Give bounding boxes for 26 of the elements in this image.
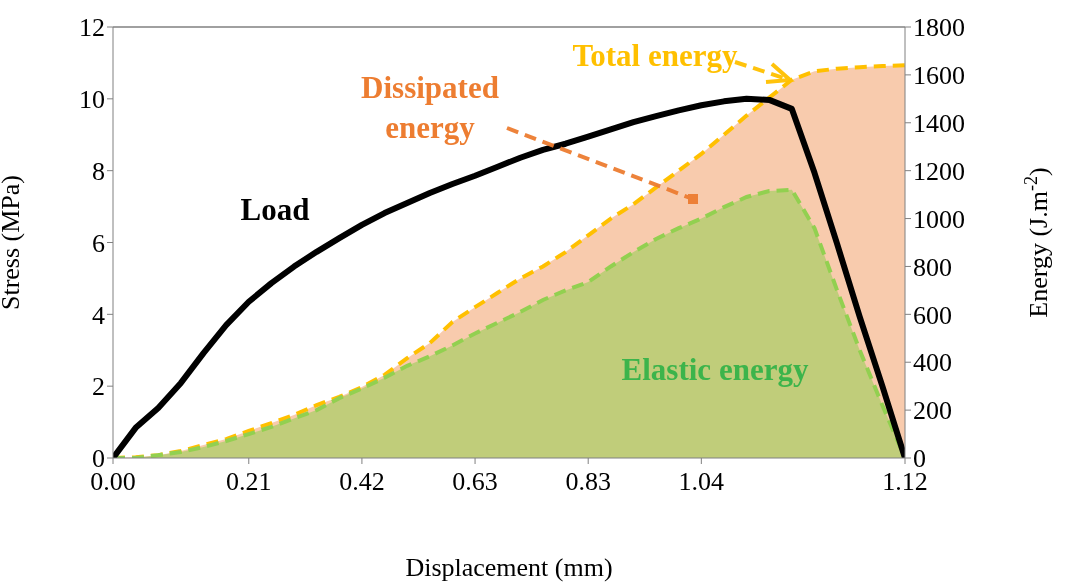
- series-label: Load: [240, 192, 310, 227]
- y2-tick-label: 1600: [913, 61, 965, 91]
- y2-tick-label: 800: [913, 252, 952, 282]
- y-tick-label: 8: [92, 156, 105, 186]
- y2-tick-label: 1800: [913, 13, 965, 43]
- y-axis-title: Stress (MPa): [0, 174, 26, 311]
- y2-tick-label: 1400: [913, 109, 965, 139]
- series-label: Elastic energy: [621, 352, 809, 387]
- y-tick-label: 6: [92, 228, 105, 258]
- x-tick-label: 0.21: [226, 467, 272, 497]
- x-tick-label: 0.83: [565, 467, 611, 497]
- y-tick-label: 10: [79, 85, 105, 115]
- y2-tick-label: 200: [913, 396, 952, 426]
- x-tick-label: 0.42: [339, 467, 385, 497]
- annotation: Dissipated energy: [361, 70, 499, 145]
- y2-tick-label: 400: [913, 348, 952, 378]
- x-tick-label: 0.63: [452, 467, 498, 497]
- x-tick-label: 1.04: [678, 467, 725, 497]
- y-tick-label: 12: [79, 13, 105, 43]
- y-tick-label: 2: [92, 372, 105, 402]
- y2-tick-label: 1000: [913, 204, 965, 234]
- x-axis-title: Displacement (mm): [405, 553, 613, 582]
- y-tick-label: 4: [92, 300, 105, 330]
- y2-tick-label: 1200: [913, 156, 965, 186]
- y2-tick-label: 600: [913, 300, 952, 330]
- legend-label: Total energy: [572, 38, 739, 73]
